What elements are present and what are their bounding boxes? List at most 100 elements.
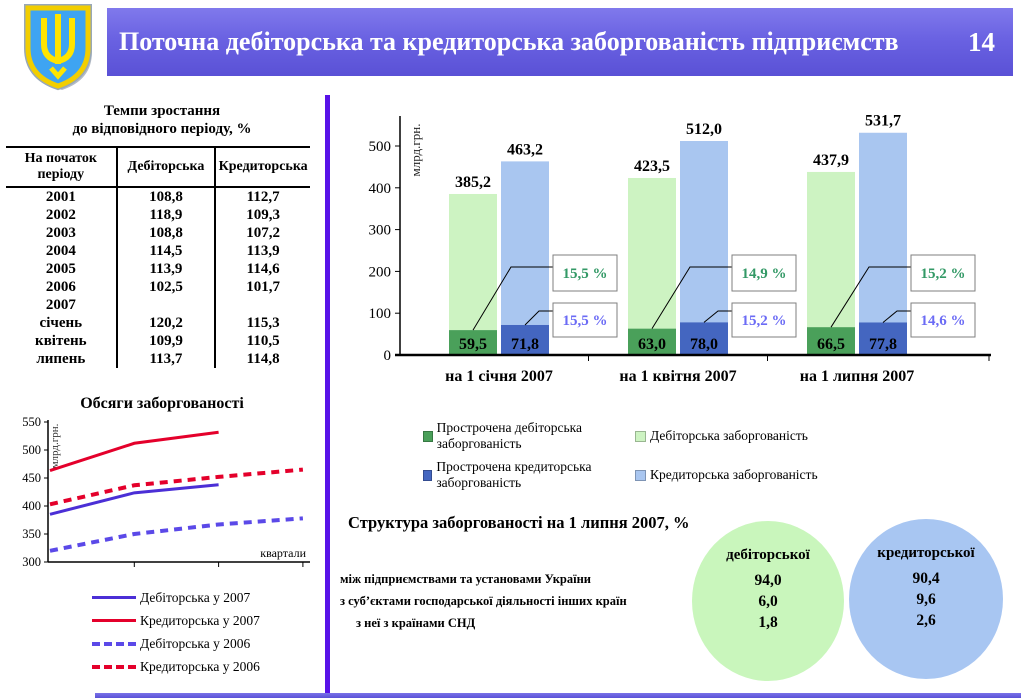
legend-label: Прострочена кредиторська заборгованість [436, 459, 592, 490]
structure-row-labels: між підприємствами та установами України… [340, 568, 627, 634]
column-header-period: На початок періоду [6, 147, 117, 188]
line-y-tick-label: 300 [22, 555, 41, 569]
growth-table-row: липень 113,7 114,8 [6, 350, 310, 368]
bar-credit-overdue [501, 324, 549, 355]
bar-credit-total [680, 140, 728, 355]
line-x-axis-title: квартали [260, 546, 306, 560]
line-series-dashed [49, 467, 304, 507]
debit-circle-label: дебіторської [726, 547, 810, 563]
bar-y-tick-label: 400 [369, 181, 392, 197]
callout-line-debit [830, 266, 911, 328]
bar-y-tick-label: 100 [369, 306, 392, 322]
growth-table-cell: 115,3 [214, 314, 310, 332]
legend-color-swatch [635, 430, 646, 442]
legend-label: Дебіторська у 2006 [140, 635, 251, 651]
structure-row-label: з суб’єктами господарської діяльності ін… [340, 594, 627, 608]
growth-table-cell: 2003 [45, 225, 76, 241]
line-legend-item: Кредиторська у 2006 [92, 655, 260, 678]
credit-circle-label: кредиторської [877, 545, 975, 561]
growth-table-row: січень 120,2 115,3 [6, 314, 310, 332]
growth-table-cell: 110,5 [214, 332, 310, 350]
column-header-debit: Дебіторська [115, 147, 216, 188]
trident-icon [41, 14, 75, 64]
growth-table-cell: 2002 [45, 207, 76, 223]
structure-value: 2,6 [916, 612, 936, 629]
legend-line-sample [92, 641, 136, 646]
growth-table-cell: 102,5 [115, 278, 216, 296]
legend-label: Дебіторська заборгованість [650, 428, 808, 443]
bar-y-tick-label: 200 [369, 264, 392, 280]
legend-label: Дебіторська у 2007 [140, 589, 251, 605]
bar-category-label: на 1 квітня 2007 [619, 368, 736, 385]
growth-table-cell: 108,8 [115, 187, 216, 206]
growth-table-cell: січень [39, 315, 83, 331]
bar-credit-overdue-label: 78,0 [690, 336, 718, 353]
debt-bar-chart: 0 100 200 300 400 500 млрд.грн. 385,2 463,2 59,5 7… [369, 113, 991, 385]
growth-table-row: 2007 [6, 296, 310, 314]
growth-table-cell: 113,7 [115, 350, 216, 368]
growth-table-row: 2002 118,9 109,3 [6, 206, 310, 224]
structure-value: 94,0 [754, 572, 782, 589]
bar-category-label: на 1 липня 2007 [800, 368, 915, 385]
growth-table-cell: 120,2 [115, 314, 216, 332]
vertical-divider [325, 95, 330, 698]
debit-structure-circle: дебіторської 94,0 6,0 1,8 [692, 521, 844, 681]
callout-box-debit [552, 254, 618, 292]
coat-of-arms-svg [24, 4, 92, 91]
line-y-tick-label: 450 [22, 471, 41, 485]
growth-table-cell: 113,9 [214, 242, 310, 260]
line-series-dashed [49, 516, 304, 553]
growth-table-cell: 109,3 [214, 206, 310, 224]
legend-line-sample [92, 619, 136, 622]
bar-debit-overdue [449, 330, 497, 355]
line-legend-item: Дебіторська у 2006 [92, 632, 260, 655]
callout-box-debit [910, 254, 976, 292]
ukraine-coat-of-arms-icon [20, 2, 98, 94]
bar-debit-overdue-label: 66,5 [817, 336, 845, 353]
legend-label: Прострочена дебіторська заборгованість [436, 420, 583, 451]
growth-table-cell: 108,8 [115, 224, 216, 242]
bar-debit-total [807, 171, 855, 355]
structure-value: 1,8 [758, 614, 778, 631]
growth-table-cell: 101,7 [214, 278, 310, 296]
growth-table-cell: 2004 [45, 243, 76, 259]
growth-table-cell [214, 296, 310, 314]
bar-credit-overdue-label: 77,8 [869, 336, 897, 353]
growth-table-cell: 107,2 [214, 224, 310, 242]
credit-structure-circle: кредиторської 90,4 9,6 2,6 [849, 519, 1003, 679]
bar-credit-value-label: 512,0 [686, 121, 722, 138]
line-y-tick-label: 500 [22, 443, 41, 457]
growth-table-title: Темпи зростання до відповідного періоду,… [72, 103, 252, 137]
growth-table-row: 2003 108,8 107,2 [6, 224, 310, 242]
bar-legend-item: Прострочена кредиторська заборгованість [423, 459, 635, 491]
bar-debit-overdue [628, 328, 676, 355]
line-y-tick-label: 550 [22, 415, 41, 429]
structure-value: 6,0 [758, 593, 778, 610]
line-legend-item: Дебіторська у 2007 [92, 586, 260, 609]
bar-debit-overdue-label: 59,5 [459, 336, 487, 353]
growth-table-cell: 2005 [45, 261, 76, 277]
callout-debit-pct: 15,5 % [563, 266, 608, 282]
volumes-line-chart: 300 350 400 450 500 550 млрд.грн. квартали [22, 415, 310, 569]
callout-line-credit [703, 310, 732, 323]
growth-table-row: квітень 109,9 110,5 [6, 332, 310, 350]
bar-credit-value-label: 463,2 [507, 141, 543, 158]
legend-line-sample [92, 664, 136, 669]
callout-box-credit [552, 302, 618, 338]
legend-label: Кредиторська у 2007 [140, 612, 260, 628]
structure-title: Структура заборгованості на 1 липня 2007… [348, 513, 690, 532]
growth-table-row: 2005 113,9 114,6 [6, 260, 310, 278]
bar-legend-item: Дебіторська заборгованість [635, 420, 818, 452]
growth-table-cell: 114,5 [115, 242, 216, 260]
legend-color-swatch [423, 469, 433, 481]
callout-line-credit [524, 310, 553, 326]
bar-y-axis-title: млрд.грн. [408, 124, 423, 177]
growth-table-cell: 118,9 [115, 206, 216, 224]
legend-line-sample [92, 596, 136, 599]
growth-table-cell: квітень [35, 333, 87, 349]
debit-structure-values: 94,0 6,0 1,8 [692, 570, 844, 633]
line-y-tick-label: 350 [22, 527, 41, 541]
growth-table-cell: 2007 [45, 297, 76, 313]
bar-debit-overdue [807, 327, 855, 355]
